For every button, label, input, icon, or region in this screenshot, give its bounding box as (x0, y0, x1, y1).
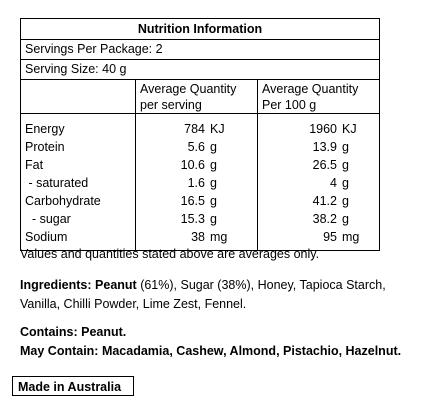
per-100g-value: 38.2 g (258, 210, 379, 228)
per-serving-number: 15.3 (180, 212, 205, 226)
nutrition-table: Average Quantity per serving Average Qua… (21, 80, 379, 250)
per-serving-value: 5.6 g (136, 138, 257, 156)
header-per-100g-line2: Per 100 g (262, 98, 317, 112)
per-100g-value: 95 mg (258, 228, 379, 246)
per-serving-number: 16.5 (180, 194, 205, 208)
nutrient-labels: Energy Protein Fat - saturated Carbohydrate… (21, 114, 135, 250)
per-serving-unit: g (210, 212, 217, 226)
per-serving-number: 38 (191, 230, 205, 244)
per-serving-values: 784 KJ 5.6 g 10.6 g 1.6 g 16.5 g 15.3 g 38 mg (135, 114, 257, 250)
per-serving-unit: g (210, 140, 217, 154)
per-serving-unit: g (210, 176, 217, 190)
per-serving-value: 10.6 g (136, 156, 257, 174)
made-in-australia-box: Made in Australia (12, 376, 134, 396)
per-100g-unit: g (342, 140, 349, 154)
serving-size: Serving Size: 40 g (21, 60, 379, 80)
nutrient-label: Protein (25, 140, 65, 154)
nutrient-label: Sodium (25, 230, 68, 244)
header-per-100g-line1: Average Quantity (262, 82, 359, 96)
per-100g-unit: g (342, 176, 349, 190)
per-100g-number: 13.9 (312, 140, 337, 154)
per-serving-number: 784 (184, 122, 205, 136)
may-contain-line: May Contain: Macadamia, Cashew, Almond, … (20, 344, 402, 358)
per-100g-number: 4 (330, 176, 337, 190)
averages-footnote: Values and quantities stated above are a… (20, 247, 320, 261)
header-per-100g: Average Quantity Per 100 g (257, 80, 379, 114)
header-blank (21, 80, 135, 114)
per-100g-value: 1960 KJ (258, 120, 379, 138)
header-per-serving: Average Quantity per serving (135, 80, 257, 114)
per-serving-unit: KJ (210, 122, 225, 136)
per-100g-number: 41.2 (312, 194, 337, 208)
per-100g-number: 1960 (309, 122, 337, 136)
per-100g-number: 38.2 (312, 212, 337, 226)
per-serving-value: 15.3 g (136, 210, 257, 228)
header-per-serving-line1: Average Quantity (140, 82, 237, 96)
per-100g-unit: mg (342, 230, 360, 244)
per-serving-unit: g (210, 194, 217, 208)
panel-title: Nutrition Information (21, 19, 379, 40)
servings-per-package: Servings Per Package: 2 (21, 40, 379, 60)
per-100g-value: 26.5 g (258, 156, 379, 174)
per-serving-number: 5.6 (187, 140, 205, 154)
per-serving-value: 38 mg (136, 228, 257, 246)
nutrient-label: Fat (25, 158, 44, 172)
nutrient-label: - sugar (25, 212, 71, 226)
per-serving-value: 784 KJ (136, 120, 257, 138)
ingredients-list: (61%), Sugar (38%), Honey, Tapioca Starc… (20, 278, 386, 311)
nutrient-label: Energy (25, 122, 65, 136)
allergen-statement: Contains: Peanut. May Contain: Macadamia… (20, 323, 420, 361)
per-serving-number: 1.6 (187, 176, 205, 190)
per-serving-unit: mg (210, 230, 228, 244)
nutrient-label: Carbohydrate (25, 194, 101, 208)
per-serving-value: 16.5 g (136, 192, 257, 210)
per-100g-values: 1960 KJ 13.9 g 26.5 g 4 g 41.2 g 38.2 g 95 mg (257, 114, 379, 250)
nutrition-panel: Nutrition Information Servings Per Packa… (20, 18, 380, 251)
per-100g-value: 13.9 g (258, 138, 379, 156)
per-100g-unit: g (342, 158, 349, 172)
per-100g-unit: g (342, 194, 349, 208)
ingredients-statement: Ingredients: Peanut (61%), Sugar (38%), … (20, 276, 415, 314)
per-serving-number: 10.6 (180, 158, 205, 172)
contains-line: Contains: Peanut. (20, 325, 127, 339)
per-100g-number: 26.5 (312, 158, 337, 172)
per-100g-number: 95 (323, 230, 337, 244)
nutrient-label: - saturated (25, 176, 89, 190)
per-100g-unit: KJ (342, 122, 357, 136)
per-serving-value: 1.6 g (136, 174, 257, 192)
ingredient-peanut: Peanut (95, 278, 137, 292)
ingredients-heading: Ingredients: (20, 278, 92, 292)
per-100g-unit: g (342, 212, 349, 226)
per-serving-unit: g (210, 158, 217, 172)
header-per-serving-line2: per serving (140, 98, 202, 112)
per-100g-value: 41.2 g (258, 192, 379, 210)
